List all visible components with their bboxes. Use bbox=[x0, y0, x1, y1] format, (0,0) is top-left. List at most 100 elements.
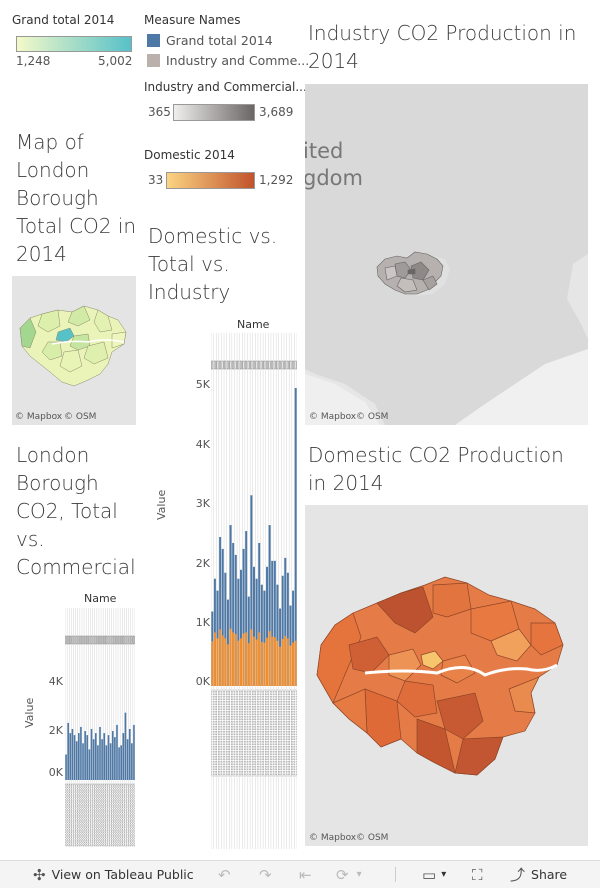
london-total-map-graphic bbox=[12, 276, 136, 425]
bar-domestic bbox=[234, 634, 237, 686]
fullscreen-icon: ⛶ bbox=[472, 865, 483, 884]
chart2-plot[interactable] bbox=[65, 608, 135, 847]
legend-grand-max: 5,002 bbox=[98, 54, 133, 68]
borough-total-comm-title: London Borough CO2, Total vs. Commercial bbox=[16, 443, 136, 579]
row-name-label bbox=[103, 783, 106, 847]
bar-grand-total bbox=[292, 590, 295, 686]
chart1-tick-5k: 5K bbox=[195, 378, 210, 391]
chart2-tick-4k: 4K bbox=[48, 675, 63, 688]
bar-grand-total bbox=[120, 745, 123, 780]
domestic-map-graphic bbox=[305, 505, 588, 846]
revert-icon: ⇤ bbox=[299, 865, 312, 884]
device-preview-button[interactable]: ▭ ▾ bbox=[422, 861, 446, 888]
bar-grand-total bbox=[107, 735, 110, 780]
column-header-label bbox=[292, 360, 294, 370]
row-name-label bbox=[211, 689, 214, 777]
undo-button[interactable]: ↶ bbox=[218, 861, 231, 888]
bar-domestic bbox=[221, 635, 224, 686]
legend-swatch-grand[interactable] bbox=[147, 34, 160, 47]
legend-swatch-industry[interactable] bbox=[147, 54, 160, 67]
bar-grand-total bbox=[71, 729, 74, 780]
share-icon: ⤴ bbox=[510, 866, 526, 884]
row-name-label bbox=[75, 783, 78, 847]
row-name-label bbox=[242, 689, 245, 777]
row-name-label bbox=[232, 689, 235, 777]
row-name-label bbox=[226, 689, 229, 777]
column-header-label bbox=[113, 635, 116, 645]
bar-domestic bbox=[271, 636, 274, 686]
fullscreen-button[interactable]: ⛶ bbox=[472, 861, 483, 888]
bar-domestic bbox=[232, 632, 235, 686]
legend-measures-title: Measure Names bbox=[144, 13, 241, 27]
column-header-label bbox=[286, 360, 289, 370]
legend-measure-industry[interactable]: Industry and Comme... bbox=[166, 53, 310, 68]
osm-credit-small[interactable]: © OSM bbox=[64, 412, 97, 422]
row-name-label bbox=[133, 783, 135, 847]
row-name-label bbox=[69, 783, 72, 847]
bar-grand-total bbox=[224, 572, 227, 686]
bar-grand-total bbox=[65, 754, 67, 780]
row-name-label bbox=[247, 689, 250, 777]
row-name-label bbox=[96, 783, 99, 847]
domestic-map[interactable]: © Mapbox © OSM bbox=[305, 505, 588, 846]
bar-grand-total bbox=[92, 739, 95, 780]
chart1-tick-3k: 3K bbox=[195, 497, 210, 510]
chart1-plot[interactable] bbox=[211, 333, 297, 849]
column-header-label bbox=[263, 360, 266, 370]
column-header-label bbox=[124, 635, 127, 645]
row-name-label bbox=[80, 783, 82, 847]
mapbox-credit-small[interactable]: © Mapbox bbox=[15, 412, 63, 422]
revert-button[interactable]: ⇤ bbox=[299, 861, 312, 888]
legend-industry-min: 365 bbox=[148, 105, 171, 119]
row-name-label bbox=[101, 783, 104, 847]
row-name-label bbox=[250, 689, 253, 777]
column-header-label bbox=[103, 635, 105, 645]
row-name-label bbox=[109, 783, 112, 847]
tableau-logo-icon: ✣ bbox=[33, 865, 46, 884]
mapbox-credit-dom[interactable]: © Mapbox bbox=[309, 833, 357, 843]
bar-grand-total bbox=[131, 743, 133, 780]
share-button[interactable]: ⤴ Share bbox=[510, 861, 567, 888]
view-on-tableau-public-button[interactable]: ✣ View on Tableau Public bbox=[33, 861, 194, 888]
mapbox-credit[interactable]: © Mapbox bbox=[309, 412, 357, 422]
column-header-label bbox=[213, 360, 216, 370]
redo-button[interactable]: ↷ bbox=[259, 861, 272, 888]
row-name-label bbox=[252, 689, 256, 777]
toolbar-divider bbox=[395, 867, 396, 882]
bar-grand-total bbox=[260, 584, 263, 686]
industry-map[interactable]: ited gdom © Mapbox © OSM bbox=[305, 84, 588, 425]
column-header-label bbox=[94, 635, 97, 645]
bar-grand-total bbox=[118, 747, 120, 780]
row-name-label bbox=[276, 689, 279, 777]
column-header-label bbox=[279, 360, 281, 370]
column-header-label bbox=[105, 635, 108, 645]
row-name-label bbox=[260, 689, 263, 777]
row-name-label bbox=[234, 689, 237, 777]
london-map-title: Map of London Borough Total CO2 in 2014 bbox=[16, 130, 137, 266]
industry-map-title: Industry CO2 Production in 2014 bbox=[308, 21, 577, 73]
bar-grand-total bbox=[82, 743, 84, 780]
osm-credit-dom[interactable]: © OSM bbox=[356, 833, 389, 843]
bar-grand-total bbox=[133, 724, 135, 780]
row-name-label bbox=[116, 783, 118, 847]
london-total-map[interactable]: © Mapbox © OSM bbox=[12, 276, 136, 425]
bar-domestic bbox=[281, 638, 284, 686]
bar-domestic bbox=[247, 643, 250, 686]
column-header-label bbox=[107, 635, 110, 645]
label-kingdom: gdom bbox=[305, 166, 363, 190]
osm-credit[interactable]: © OSM bbox=[356, 412, 389, 422]
refresh-icon: ⟳ bbox=[336, 865, 349, 884]
bar-domestic bbox=[224, 638, 227, 686]
bar-grand-total bbox=[69, 733, 72, 780]
row-name-label bbox=[118, 783, 120, 847]
row-name-label bbox=[216, 689, 219, 777]
pause-button[interactable]: ⟳ ▾ bbox=[336, 861, 362, 888]
legend-measure-grand[interactable]: Grand total 2014 bbox=[166, 33, 273, 48]
row-name-label bbox=[284, 689, 287, 777]
row-name-label bbox=[289, 689, 292, 777]
bar-grand-total bbox=[286, 572, 289, 686]
bar-domestic bbox=[294, 640, 297, 686]
bar-grand-total bbox=[94, 733, 97, 780]
bar-domestic bbox=[266, 637, 269, 686]
column-header-label bbox=[271, 360, 274, 370]
